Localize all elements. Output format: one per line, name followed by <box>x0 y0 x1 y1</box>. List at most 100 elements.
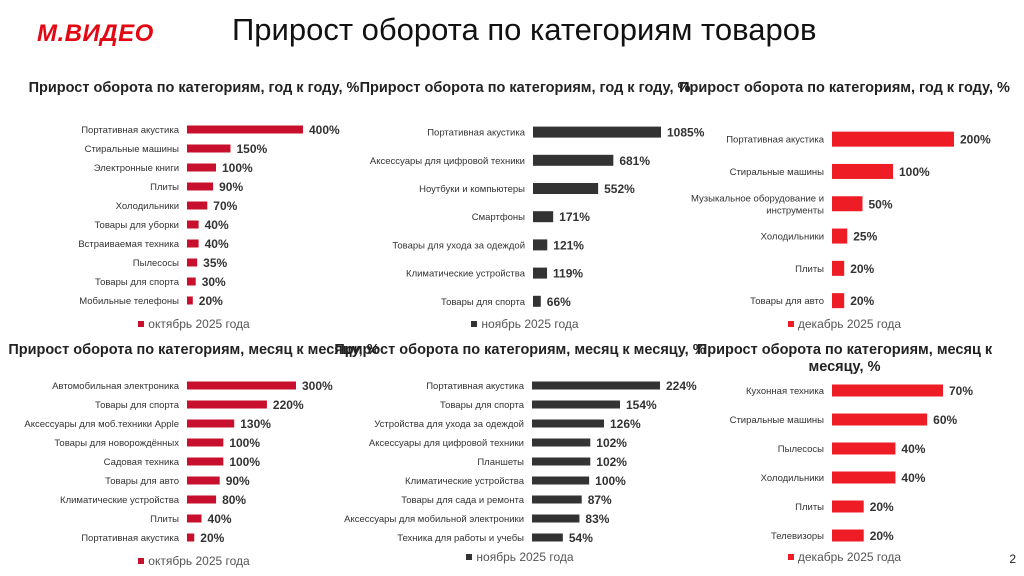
bar-встраиваемая-техника <box>187 239 199 248</box>
value-label: 121% <box>553 238 584 252</box>
value-label: 87% <box>588 493 612 507</box>
category-label: Аксессуары для мобильной электроники <box>344 514 524 525</box>
category-label: Портативная акустика <box>427 128 525 139</box>
category-label: Портативная акустика <box>726 135 824 146</box>
category-label: Плиты <box>150 514 179 525</box>
category-label: Плиты <box>795 502 824 513</box>
value-label: 40% <box>205 237 229 251</box>
bar-товары-для-новорождённых <box>187 438 224 447</box>
legend-swatch <box>138 321 145 327</box>
legend-label: декабрь 2025 года <box>797 550 902 564</box>
value-label: 90% <box>219 180 243 194</box>
bar-садовая-техника <box>187 457 224 466</box>
value-label: 20% <box>870 500 894 514</box>
chart-yoy-october: Прирост оборота по категориям, год к год… <box>4 80 384 335</box>
category-label: Товары для авто <box>105 476 179 487</box>
value-label: 40% <box>901 471 925 485</box>
value-label: 20% <box>850 294 874 308</box>
chart-title: Прирост оборота по категориям, месяц к м… <box>8 342 380 358</box>
value-label: 66% <box>547 295 571 309</box>
category-label: Кухонная техника <box>746 386 825 397</box>
chart-legend: декабрь 2025 года <box>672 317 1017 331</box>
category-label: Устройства для ухода за одеждой <box>374 419 524 430</box>
value-label: 200% <box>960 133 991 147</box>
chart-legend: октябрь 2025 года <box>4 554 384 568</box>
value-label: 20% <box>199 294 223 308</box>
bar-chart: Портативная акустика 200% Стиральные машин… <box>691 131 991 309</box>
value-label: 83% <box>585 512 609 526</box>
chart-title: Прирост оборота по категориям, год к год… <box>679 80 1010 96</box>
bar-кухонная-техника <box>832 384 943 397</box>
value-label: 35% <box>203 256 227 270</box>
category-label: Климатические устройства <box>406 269 526 280</box>
value-label: 681% <box>619 154 650 168</box>
category-label: Аксессуары для моб.техники Apple <box>24 419 179 430</box>
bar-холодильники <box>832 471 896 484</box>
category-label: Портативная акустика <box>81 125 179 136</box>
page-title: Прирост оборота по категориям товаров <box>232 12 817 47</box>
page-number: 2 <box>1009 552 1016 566</box>
value-label: 100% <box>899 165 930 179</box>
bar-товары-для-сада-и-ремонта <box>532 495 582 504</box>
legend-swatch <box>138 558 145 564</box>
value-label: 154% <box>626 398 657 412</box>
bar-климатические-устройства <box>532 476 590 485</box>
bar-аксессуары-для-моб-техники-apple <box>187 419 235 428</box>
value-label: 100% <box>595 474 626 488</box>
value-label: 150% <box>237 142 268 156</box>
bar-автомобильная-электроника <box>187 381 296 390</box>
category-label: Электронные книги <box>94 163 179 174</box>
bar-плиты <box>832 500 864 513</box>
bar-плиты <box>187 182 214 191</box>
bar-стиральные-машины <box>187 144 231 153</box>
brand-logo: М.ВИДЕО <box>37 20 154 47</box>
chart-yoy-november: Прирост оборота по категориям, год к год… <box>340 80 710 335</box>
bar-chart: Портативная акустика 224% Товары для спорт… <box>344 379 697 545</box>
value-label: 50% <box>869 197 893 211</box>
category-label: Холодильники <box>761 473 824 484</box>
value-label: 20% <box>870 529 894 543</box>
bar-климатические-устройства <box>187 495 217 504</box>
value-label: 70% <box>213 199 237 213</box>
category-label: Садовая техника <box>104 457 180 468</box>
value-label: 220% <box>273 398 304 412</box>
value-label: 102% <box>596 455 627 469</box>
bar-устройства-для-ухода-за-одеждой <box>532 419 604 428</box>
legend-label: октябрь 2025 года <box>148 317 250 331</box>
value-label: 300% <box>302 379 333 393</box>
bar-техника-для-работы-и-учебы <box>532 533 563 542</box>
category-label: Смартфоны <box>472 212 525 223</box>
category-label: Климатические устройства <box>60 495 180 506</box>
category-label: Холодильники <box>761 232 824 243</box>
bar-товары-для-спорта <box>187 400 267 409</box>
value-label: 130% <box>240 417 271 431</box>
bar-плиты <box>832 260 845 276</box>
category-label: Стиральные машины <box>730 415 825 426</box>
legend-swatch <box>787 554 794 560</box>
value-label: 224% <box>666 379 697 393</box>
bar-аксессуары-для-цифровой-техники <box>533 154 614 166</box>
bar-портативная-акустика <box>533 126 661 138</box>
bar-товары-для-спорта <box>532 400 620 409</box>
value-label: 90% <box>226 474 250 488</box>
bar-мобильные-телефоны <box>187 296 193 305</box>
category-label: Телевизоры <box>771 531 824 542</box>
category-label: Товары для уборки <box>94 220 179 231</box>
bar-товары-для-авто <box>187 476 220 485</box>
value-label: 20% <box>200 531 224 545</box>
category-label: Стиральные машины <box>730 167 825 178</box>
bar-холодильники <box>187 201 208 210</box>
category-label: Портативная акустика <box>81 533 179 544</box>
bar-ноутбуки-и-компьютеры <box>533 183 599 194</box>
value-label: 1085% <box>667 126 705 140</box>
chart-legend: декабрь 2025 года <box>672 550 1017 564</box>
bar-электронные-книги <box>187 163 216 172</box>
value-label: 20% <box>850 262 874 276</box>
value-label: 40% <box>901 442 925 456</box>
category-label: Пылесосы <box>133 258 179 269</box>
value-label: 40% <box>208 512 232 526</box>
chart-title: Прирост оборота по категориям, год к год… <box>359 80 691 96</box>
chart-legend: ноябрь 2025 года <box>340 317 710 331</box>
bar-смартфоны <box>533 211 554 223</box>
category-label: Товары для спорта <box>441 297 526 308</box>
